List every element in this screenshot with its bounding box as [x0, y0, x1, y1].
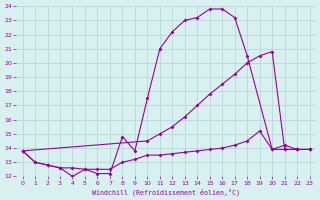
X-axis label: Windchill (Refroidissement éolien,°C): Windchill (Refroidissement éolien,°C): [92, 188, 240, 196]
